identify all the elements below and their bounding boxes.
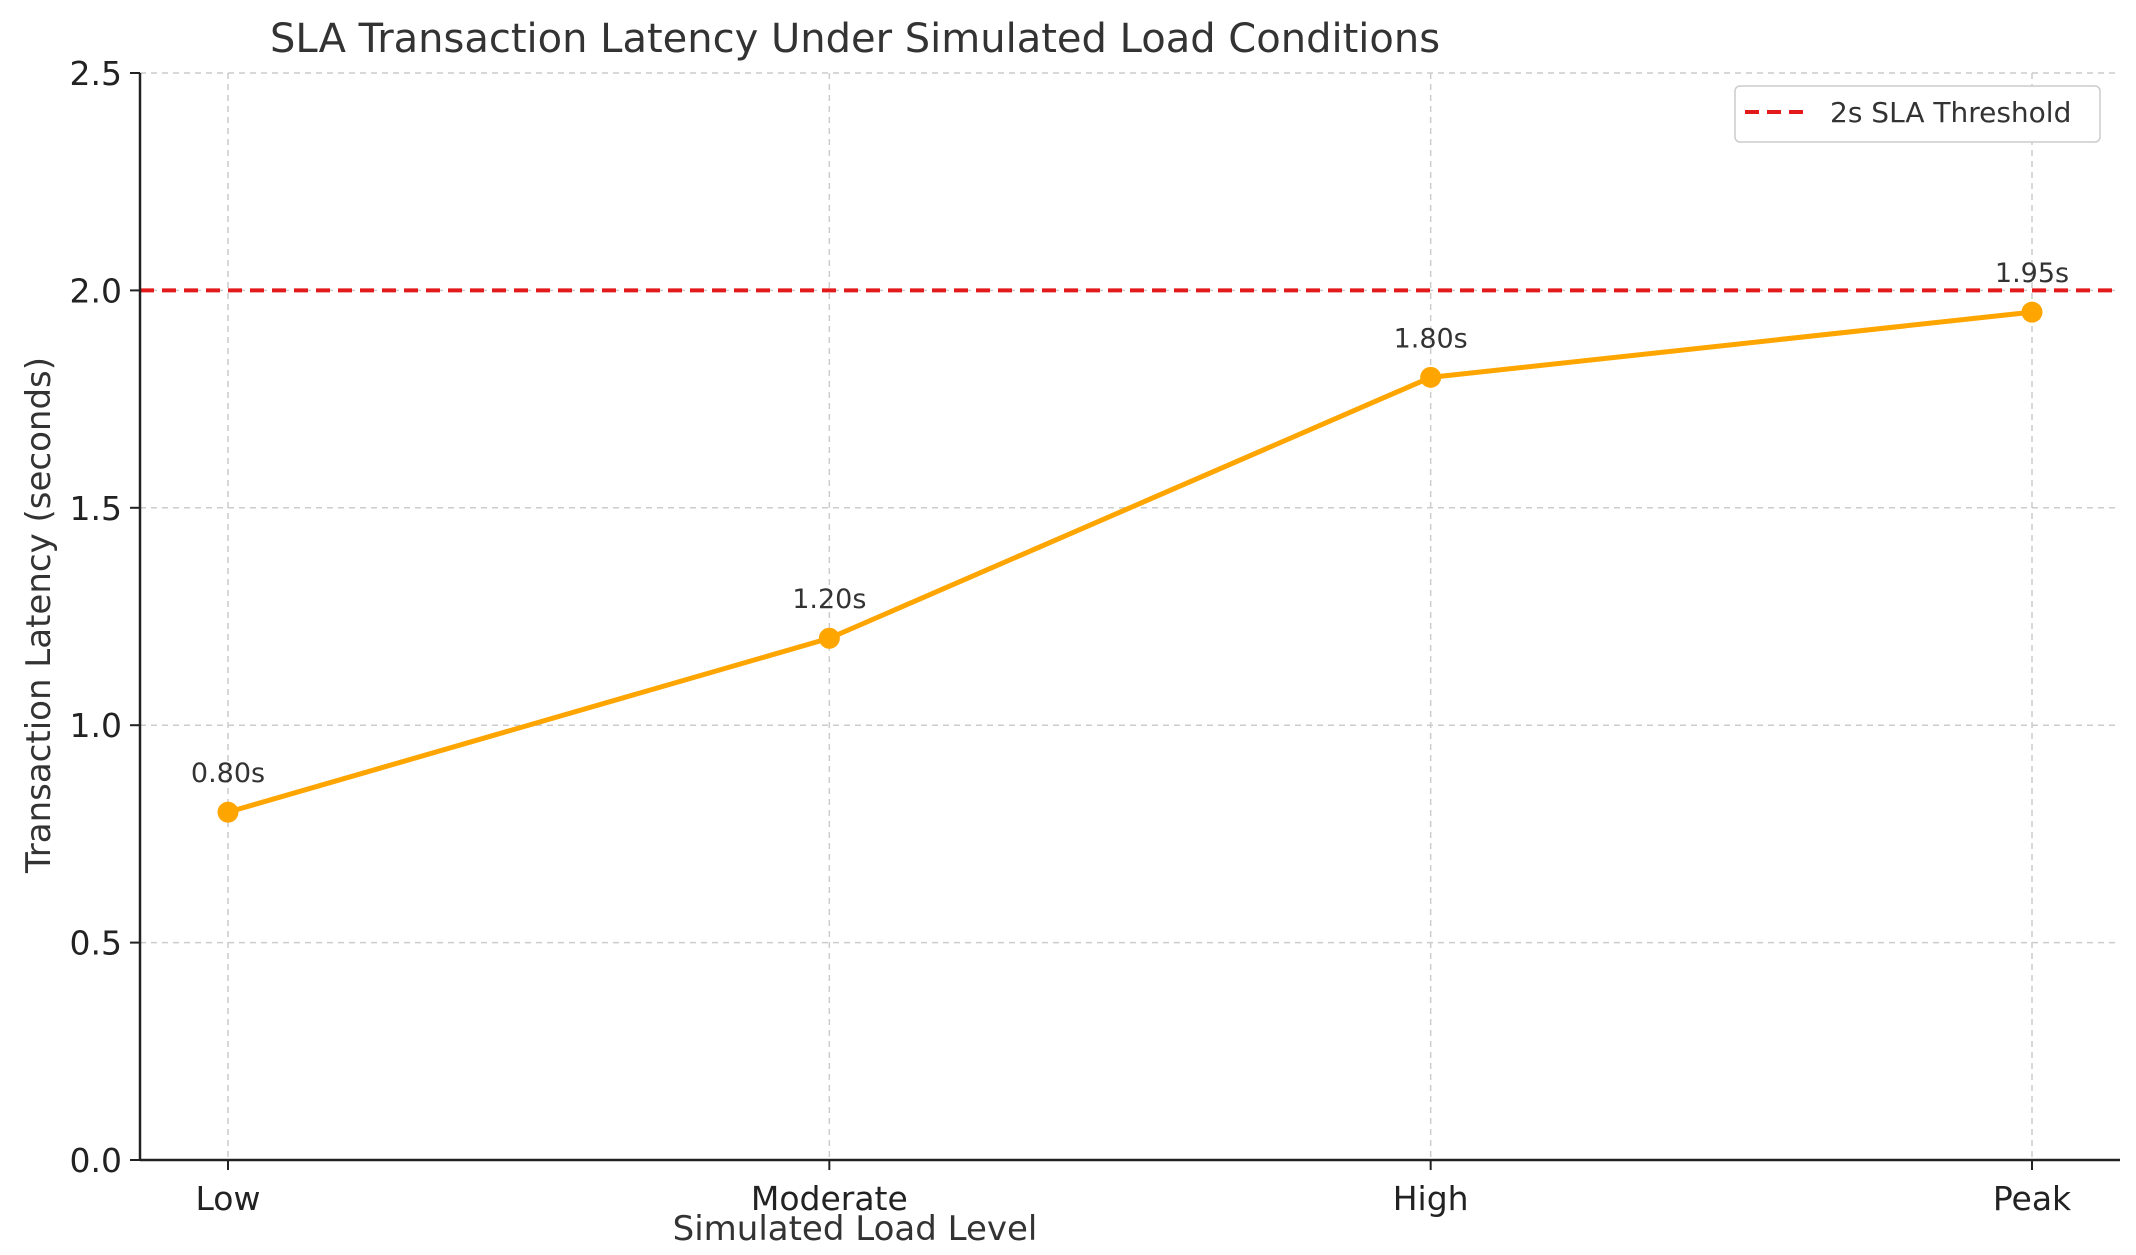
x-tick-label: Moderate (751, 1179, 908, 1218)
data-point (217, 801, 239, 823)
data-point (2021, 301, 2043, 323)
x-tick-label: High (1393, 1179, 1469, 1218)
x-tick-label: Peak (1993, 1179, 2072, 1218)
y-tick-label: 1.0 (70, 706, 122, 745)
data-label: 1.20s (792, 584, 866, 615)
x-tick-label: Low (196, 1179, 261, 1218)
legend-label-threshold: 2s SLA Threshold (1830, 96, 2071, 129)
legend-box (1734, 85, 2101, 143)
axes-layer: 0.0 0.5 1.0 1.5 2.0 2.5 Low Moderate High Peak (70, 54, 2120, 1218)
chart-title: SLA Transaction Latency Under Simulated … (270, 16, 1440, 62)
y-tick-label: 1.5 (70, 489, 122, 528)
series-layer: 0.80s 1.20s 1.80s 1.95s (191, 258, 2069, 823)
latency-series-line (227, 309, 2033, 815)
y-tick-label: 2.5 (70, 54, 122, 93)
y-tick-label: 0.0 (70, 1141, 122, 1180)
legend: 2s SLA Threshold (1734, 85, 2101, 143)
data-point (818, 627, 840, 649)
y-tick-label: 0.5 (70, 924, 122, 963)
data-label: 1.80s (1394, 323, 1468, 354)
y-tick-label: 2.0 (70, 271, 122, 310)
x-axis-label: Simulated Load Level (673, 1209, 1038, 1249)
data-label: 0.80s (191, 758, 265, 789)
y-axis-label: Transaction Latency (seconds) (19, 357, 59, 874)
data-point (1420, 366, 1442, 388)
data-label: 1.95s (1995, 258, 2069, 289)
